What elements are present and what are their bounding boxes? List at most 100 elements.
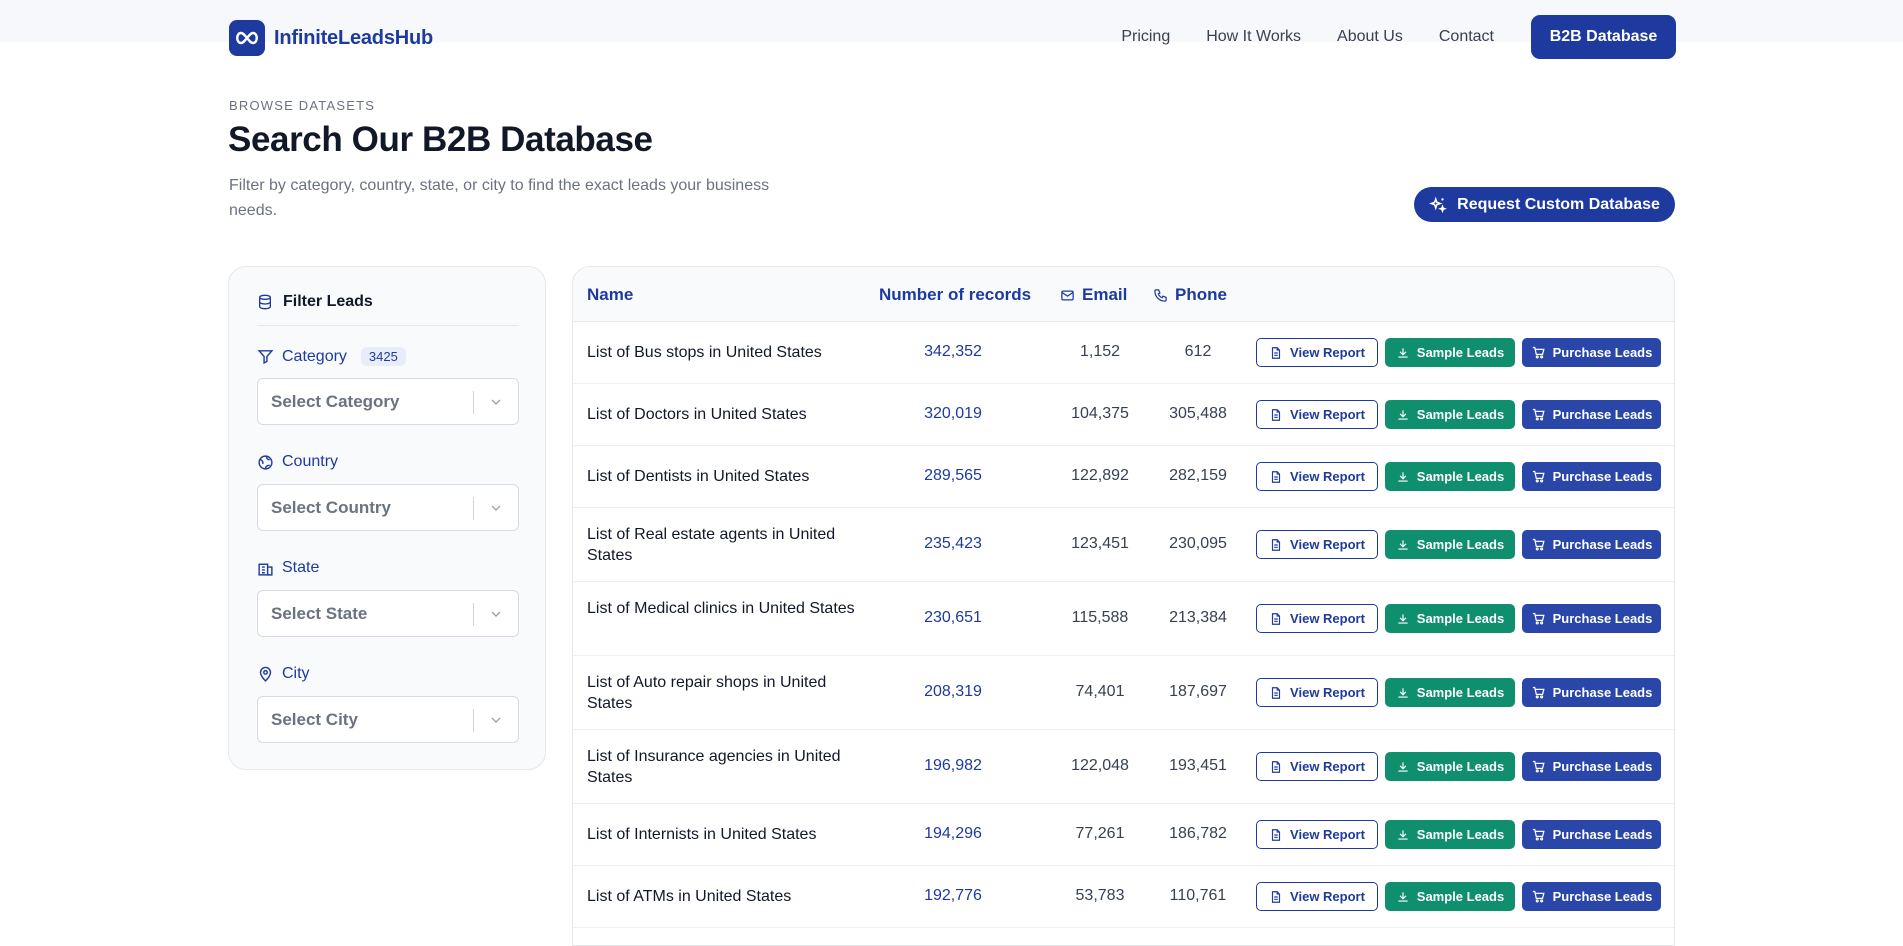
sample-leads-button[interactable]: Sample Leads: [1385, 400, 1515, 429]
building-icon: [258, 563, 273, 576]
chevron-down-icon[interactable]: [488, 712, 504, 728]
country-label: Country: [257, 453, 338, 471]
row-records: 192,776: [924, 887, 982, 904]
sample-leads-button[interactable]: Sample Leads: [1385, 752, 1515, 781]
sparkles-icon: [1429, 196, 1448, 213]
column-header-email[interactable]: Email: [1060, 285, 1127, 305]
map-pin-icon: [259, 666, 272, 682]
navbar: InfiniteLeadsHub Pricing How It Works Ab…: [0, 0, 1903, 76]
column-header-records[interactable]: Number of records: [879, 285, 1032, 304]
download-icon: [1398, 761, 1408, 772]
row-name: List of Bus stops in United States: [587, 344, 822, 361]
row-records: 235,423: [924, 535, 982, 552]
city-select[interactable]: Select City: [257, 696, 519, 743]
state-placeholder: Select State: [271, 604, 368, 623]
purchase-leads-button[interactable]: Purchase Leads: [1522, 400, 1661, 429]
city-placeholder: Select City: [271, 710, 358, 729]
page-title: Search Our B2B Database: [228, 120, 653, 159]
table-row: List of Internists in United States 194,2…: [573, 804, 1674, 866]
purchase-leads-button[interactable]: Purchase Leads: [1522, 882, 1661, 911]
request-custom-database-label: Request Custom Database: [1457, 195, 1660, 213]
state-select[interactable]: Select State: [257, 590, 519, 637]
row-phone-count: 110,761: [1169, 887, 1227, 904]
download-icon: [1398, 829, 1408, 840]
chevron-down-icon[interactable]: [488, 394, 504, 410]
view-report-button[interactable]: View Report: [1256, 338, 1378, 367]
row-phone-count: 213,384: [1169, 609, 1227, 626]
view-report-button[interactable]: View Report: [1256, 752, 1378, 781]
table-row: List of Real estate agents in United Sta…: [573, 508, 1674, 582]
cart-icon: [1532, 890, 1545, 903]
request-custom-database-button[interactable]: Request Custom Database: [1414, 187, 1675, 222]
purchase-leads-button[interactable]: Purchase Leads: [1522, 462, 1661, 491]
view-report-button[interactable]: View Report: [1256, 604, 1378, 633]
table-row: List of Doctors in United States 320,019 1…: [573, 384, 1674, 446]
download-icon: [1398, 347, 1408, 358]
phone-icon: [1154, 288, 1167, 302]
row-email-count: 122,892: [1071, 467, 1129, 484]
sample-leads-button[interactable]: Sample Leads: [1385, 678, 1515, 707]
table-row: List of Auto repair shops in United Stat…: [573, 656, 1674, 730]
view-report-button[interactable]: View Report: [1256, 882, 1378, 911]
row-records: 196,982: [924, 757, 982, 774]
cart-icon: [1532, 760, 1545, 773]
purchase-leads-button[interactable]: Purchase Leads: [1522, 530, 1661, 559]
column-header-name[interactable]: Name: [587, 285, 634, 304]
infinity-logo-icon: [229, 20, 265, 56]
brand-logo[interactable]: InfiniteLeadsHub: [229, 20, 433, 56]
nav-link-pricing[interactable]: Pricing: [1121, 28, 1171, 45]
view-report-button[interactable]: View Report: [1256, 530, 1378, 559]
chevron-down-icon[interactable]: [488, 500, 504, 516]
download-icon: [1398, 409, 1408, 420]
purchase-leads-button[interactable]: Purchase Leads: [1522, 678, 1661, 707]
purchase-leads-button[interactable]: Purchase Leads: [1522, 338, 1661, 367]
column-header-phone[interactable]: Phone: [1153, 285, 1227, 305]
purchase-leads-button[interactable]: Purchase Leads: [1522, 752, 1661, 781]
nav-link-about-us[interactable]: About Us: [1337, 28, 1403, 45]
table-row: List of Dentists in United States 289,565…: [573, 446, 1674, 508]
view-report-button[interactable]: View Report: [1256, 462, 1378, 491]
b2b-database-button[interactable]: B2B Database: [1531, 15, 1676, 59]
page-subtitle: Filter by category, country, state, or c…: [229, 177, 770, 219]
country-select[interactable]: Select Country: [257, 484, 519, 531]
download-icon: [1398, 891, 1408, 902]
row-records: 342,352: [924, 343, 982, 360]
row-records: 208,319: [924, 683, 982, 700]
database-icon: [259, 294, 271, 310]
state-label: State: [257, 559, 319, 577]
row-phone-count: 230,095: [1169, 535, 1227, 552]
select-separator: [473, 709, 474, 732]
category-count-badge: 3425: [360, 347, 406, 366]
row-name: List of Auto repair shops in United Stat…: [587, 674, 827, 712]
table-row: List of Insurance agencies in United Sta…: [573, 730, 1674, 804]
view-report-button[interactable]: View Report: [1256, 820, 1378, 849]
nav-link-contact[interactable]: Contact: [1438, 28, 1494, 45]
category-select[interactable]: Select Category: [257, 378, 519, 425]
cart-icon: [1532, 346, 1545, 359]
row-phone-count: 186,782: [1169, 825, 1227, 842]
chevron-down-icon[interactable]: [488, 606, 504, 622]
sample-leads-button[interactable]: Sample Leads: [1385, 604, 1515, 633]
file-text-icon: [1271, 346, 1281, 359]
view-report-button[interactable]: View Report: [1256, 678, 1378, 707]
view-report-button[interactable]: View Report: [1256, 400, 1378, 429]
cart-icon: [1532, 408, 1545, 421]
file-text-icon: [1271, 890, 1281, 903]
purchase-leads-button[interactable]: Purchase Leads: [1522, 604, 1661, 633]
row-name: List of Medical clinics in United States: [587, 600, 855, 617]
sample-leads-button[interactable]: Sample Leads: [1385, 462, 1515, 491]
mail-icon: [1061, 290, 1074, 300]
row-email-count: 53,783: [1075, 887, 1125, 904]
category-placeholder: Select Category: [271, 392, 400, 411]
table-row: List of ATMs in United States 192,776 53,7…: [573, 866, 1674, 928]
select-separator: [473, 603, 474, 626]
sample-leads-button[interactable]: Sample Leads: [1385, 882, 1515, 911]
sample-leads-button[interactable]: Sample Leads: [1385, 338, 1515, 367]
sample-leads-button[interactable]: Sample Leads: [1385, 530, 1515, 559]
nav-link-how-it-works[interactable]: How It Works: [1206, 28, 1302, 45]
sample-leads-button[interactable]: Sample Leads: [1385, 820, 1515, 849]
cart-icon: [1532, 612, 1545, 625]
purchase-leads-button[interactable]: Purchase Leads: [1522, 820, 1661, 849]
row-email-count: 123,451: [1071, 535, 1129, 552]
row-email-count: 122,048: [1071, 757, 1129, 774]
